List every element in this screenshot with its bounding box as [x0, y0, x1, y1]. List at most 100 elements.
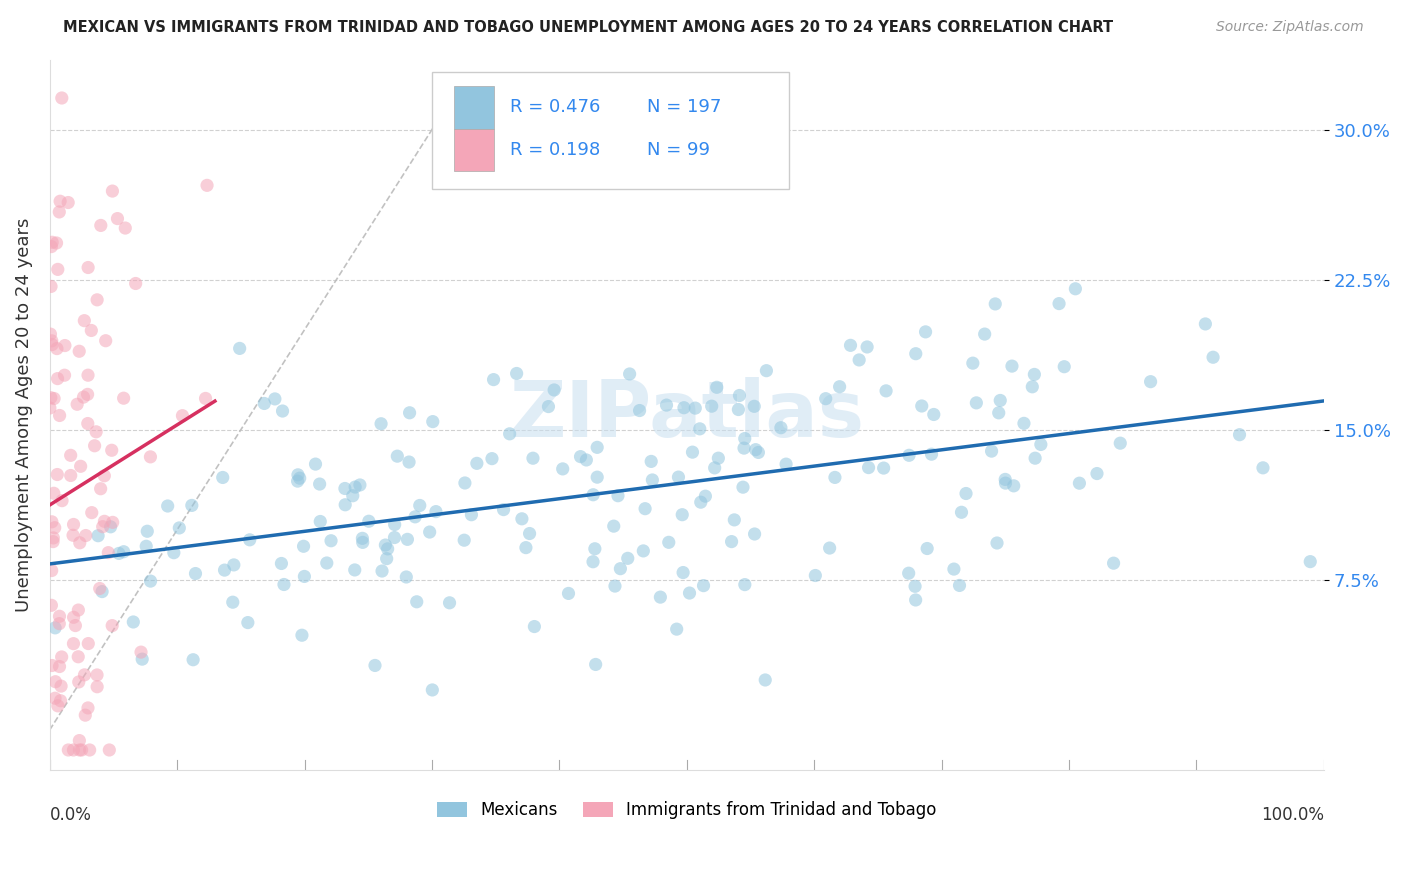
Point: [236, 615, 259, 630]
Point: [343, 563, 366, 577]
Text: Source: ZipAtlas.com: Source: ZipAtlas.com: [1216, 20, 1364, 34]
Point: [214, 563, 236, 577]
Point: [93, 514, 115, 528]
Point: [108, 546, 131, 560]
Point: [616, 551, 638, 566]
Point: [962, 356, 984, 370]
Point: [342, 489, 364, 503]
Point: [914, 325, 936, 339]
Point: [769, 421, 792, 435]
Point: [72, 390, 94, 404]
Point: [49, 194, 72, 209]
Point: [727, 402, 749, 417]
Point: [742, 400, 765, 414]
Point: [384, 531, 406, 545]
Point: [129, 645, 152, 659]
Point: [62, 743, 84, 757]
Point: [80, 323, 103, 337]
Point: [848, 353, 870, 368]
Point: [804, 568, 827, 582]
Point: [48, 409, 70, 423]
Point: [370, 417, 392, 431]
Point: [45, 235, 67, 250]
Point: [48, 616, 70, 631]
Point: [655, 398, 678, 412]
Point: [93, 468, 115, 483]
Point: [39, 327, 62, 342]
Point: [222, 595, 245, 609]
Point: [419, 524, 441, 539]
Point: [38, 401, 60, 415]
Point: [69, 459, 91, 474]
Point: [551, 462, 574, 476]
Point: [1202, 350, 1225, 364]
Point: [405, 595, 427, 609]
Point: [775, 457, 797, 471]
Point: [44, 674, 66, 689]
Point: [984, 297, 1007, 311]
Point: [77, 701, 100, 715]
Point: [1029, 437, 1052, 451]
Point: [273, 577, 295, 591]
Point: [505, 367, 527, 381]
Point: [522, 451, 544, 466]
Point: [100, 443, 122, 458]
Point: [824, 470, 846, 484]
Point: [973, 327, 995, 342]
Point: [131, 652, 153, 666]
Point: [482, 373, 505, 387]
Point: [80, 506, 103, 520]
Point: [1021, 380, 1043, 394]
Text: R = 0.198: R = 0.198: [509, 141, 600, 159]
Point: [582, 555, 605, 569]
Point: [70, 743, 93, 757]
Text: MEXICAN VS IMMIGRANTS FROM TRINIDAD AND TOBAGO UNEMPLOYMENT AMONG AGES 20 TO 24 : MEXICAN VS IMMIGRANTS FROM TRINIDAD AND …: [63, 20, 1114, 35]
Point: [515, 541, 537, 555]
Point: [965, 396, 987, 410]
Point: [41, 337, 63, 351]
Point: [583, 541, 606, 556]
Point: [194, 392, 217, 406]
Point: [136, 524, 159, 539]
Point: [603, 519, 626, 533]
Point: [91, 584, 114, 599]
Point: [77, 636, 100, 650]
Point: [100, 520, 122, 534]
Point: [898, 448, 921, 462]
Point: [875, 384, 897, 398]
Point: [270, 557, 292, 571]
Point: [139, 450, 162, 464]
Bar: [454, 86, 495, 128]
Point: [49, 679, 72, 693]
Point: [124, 277, 146, 291]
Point: [75, 708, 97, 723]
Point: [49, 694, 72, 708]
Point: [48, 205, 70, 219]
Point: [62, 528, 84, 542]
Point: [135, 539, 157, 553]
Point: [59, 448, 82, 462]
Point: [607, 489, 630, 503]
Point: [211, 470, 233, 484]
Point: [689, 422, 711, 436]
Point: [308, 477, 330, 491]
Point: [988, 393, 1011, 408]
Point: [180, 499, 202, 513]
Point: [398, 406, 420, 420]
Point: [633, 544, 655, 558]
Point: [731, 480, 754, 494]
Point: [107, 211, 129, 226]
Point: [460, 508, 482, 522]
Point: [48, 659, 70, 673]
Point: [828, 380, 851, 394]
Point: [288, 471, 311, 485]
Point: [86, 680, 108, 694]
Point: [371, 564, 394, 578]
Point: [641, 473, 664, 487]
Point: [292, 569, 315, 583]
Point: [695, 489, 717, 503]
Point: [42, 531, 65, 545]
Point: [911, 399, 934, 413]
Point: [53, 368, 76, 383]
Point: [420, 682, 443, 697]
